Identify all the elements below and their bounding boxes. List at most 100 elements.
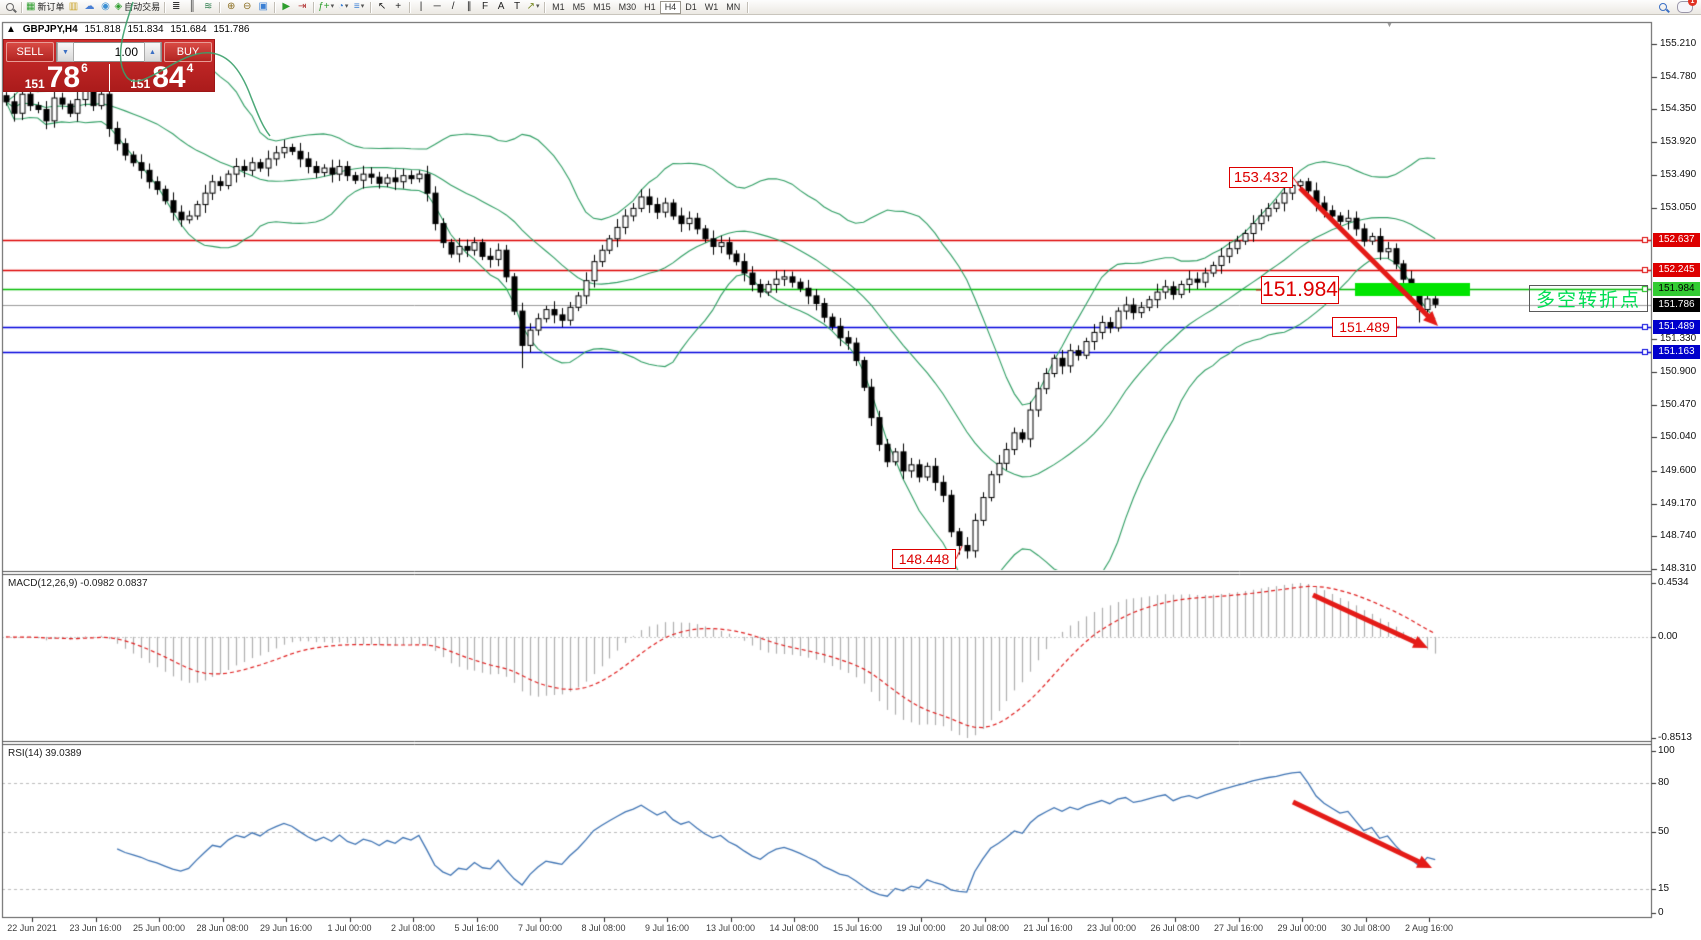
quote-open: 151.818	[84, 24, 121, 35]
timeframe-mn-button[interactable]: MN	[726, 2, 741, 12]
arrows-tool-icon[interactable]: ↗ ▾	[525, 1, 541, 14]
chart-shift-glyph: ⇥	[297, 1, 307, 12]
tile-windows-glyph: ▣	[258, 1, 268, 12]
toolbar-separator	[544, 1, 546, 13]
toolbar-separator	[21, 1, 22, 13]
arrows-tool-glyph: ↗	[526, 1, 536, 12]
periods-dropdown-icon[interactable]: ▾	[344, 3, 349, 10]
periods-icon[interactable]: ◔ ▾	[335, 1, 351, 14]
auto-scroll-glyph: ▶	[282, 1, 291, 12]
volume-stepper: ▼ ▲	[56, 42, 162, 62]
equidistant-channel-glyph: ∥	[466, 1, 472, 12]
toolbar-separator	[219, 1, 221, 13]
quote-high: 151.834	[127, 24, 164, 35]
horizontal-line-icon[interactable]: ─	[429, 1, 445, 14]
indicators-icon[interactable]: ƒ+ ▾	[317, 1, 335, 14]
search-icon[interactable]	[1659, 3, 1667, 11]
cursor-glyph: ↖	[377, 1, 387, 12]
find-icon[interactable]	[2, 1, 18, 14]
zoom-in-icon[interactable]: ⊕	[223, 1, 239, 14]
horizontal-line-glyph: ─	[433, 1, 441, 12]
toolbar-separator	[313, 1, 315, 13]
new-order-glyph: ▦	[26, 1, 36, 12]
price-divider	[108, 64, 110, 91]
equidistant-channel-icon[interactable]: ∥	[461, 1, 477, 14]
autotrading-glyph: ◈	[114, 1, 123, 12]
toolbar-separator	[370, 1, 372, 13]
text-glyph: A	[497, 1, 505, 12]
timeframe-m5-button[interactable]: M5	[572, 2, 586, 12]
sell-price[interactable]: 151 78 6	[24, 61, 88, 94]
trendline-icon[interactable]: /	[445, 1, 461, 14]
history-center-glyph: ▥	[68, 1, 79, 12]
chat-icon[interactable]: 1	[1677, 0, 1697, 13]
history-center-icon[interactable]: ▥	[65, 1, 81, 14]
chat-badge: 1	[1688, 0, 1697, 6]
candlestick-mode-glyph: ║	[188, 1, 196, 12]
text-label-icon[interactable]: T	[509, 1, 525, 14]
auto-scroll-icon[interactable]: ▶	[278, 1, 294, 14]
indicators-glyph: ƒ+	[318, 1, 330, 12]
zoom-in-glyph: ⊕	[226, 1, 236, 12]
main-toolbar: ▦ 新订单 ▥ ☁ ◉ ◈ 自动交易 ≣ ║ ≋ ⊕ ⊖ ▣ ▶ ⇥ ƒ+ ▾ ◔ ▾ ≡ ▾ ↖ + | ─ / ∥ F A T ↗ ▾ M1…	[0, 0, 1701, 15]
templates-glyph: ≡	[353, 1, 360, 12]
toolbar-separator	[747, 1, 749, 13]
cursor-icon[interactable]: ↖	[374, 1, 390, 14]
vertical-line-glyph: |	[419, 1, 423, 12]
new-order-label: 新订单	[37, 2, 65, 12]
quote-close: 151.786	[213, 24, 250, 35]
chart-title: ▲ GBPJPY,H4 151.818 151.834 151.684 151.…	[6, 24, 253, 35]
cloud-icon[interactable]: ☁	[81, 1, 97, 14]
tile-windows-icon[interactable]: ▣	[255, 1, 271, 14]
line-chart-mode-glyph: ≋	[203, 1, 213, 12]
fibonacci-glyph: F	[482, 1, 489, 12]
new-order-button[interactable]: ▦ 新订单	[25, 1, 65, 14]
trendline-glyph: /	[451, 1, 455, 12]
fibonacci-icon[interactable]: F	[477, 1, 493, 14]
timeframe-m15-button[interactable]: M15	[593, 2, 611, 12]
timeframe-d1-button[interactable]: D1	[685, 2, 697, 12]
line-chart-mode-icon[interactable]: ≋	[200, 1, 216, 14]
volume-increase-button[interactable]: ▲	[144, 42, 161, 62]
bar-chart-mode-icon[interactable]: ≣	[168, 1, 184, 14]
symbol-period: GBPJPY,H4	[22, 24, 78, 35]
text-icon[interactable]: A	[493, 1, 509, 14]
volume-decrease-button[interactable]: ▼	[57, 42, 74, 62]
periods-glyph: ◔	[337, 1, 344, 12]
vertical-line-icon[interactable]: |	[413, 1, 429, 14]
window-marker-icon[interactable]: ▼	[1386, 22, 1393, 29]
toolbar-separator	[274, 1, 276, 13]
zoom-out-icon[interactable]: ⊖	[239, 1, 255, 14]
zoom-out-glyph: ⊖	[242, 1, 252, 12]
autotrading-label: 自动交易	[124, 2, 161, 12]
bar-chart-mode-glyph: ≣	[171, 1, 181, 12]
chart-canvas[interactable]	[0, 16, 1701, 940]
sell-button[interactable]: SELL	[6, 42, 54, 62]
candlestick-mode-icon[interactable]: ║	[184, 1, 200, 14]
quote-low: 151.684	[170, 24, 207, 35]
timeframe-m30-button[interactable]: M30	[618, 2, 637, 12]
timeframe-w1-button[interactable]: W1	[704, 2, 719, 12]
indicators-dropdown-icon[interactable]: ▾	[330, 3, 335, 10]
crosshair-icon[interactable]: +	[390, 1, 406, 14]
collapse-triangle-icon[interactable]: ▲	[6, 24, 16, 35]
templates-icon[interactable]: ≡ ▾	[351, 1, 367, 14]
timeframe-m1-button[interactable]: M1	[552, 2, 565, 12]
crosshair-glyph: +	[395, 1, 402, 12]
buy-price[interactable]: 151 84 4	[130, 61, 194, 94]
magnifier-icon	[6, 3, 14, 11]
toolbar-separator	[164, 1, 166, 13]
chart-shift-icon[interactable]: ⇥	[294, 1, 310, 14]
toolbar-separator	[409, 1, 411, 13]
signals-icon[interactable]: ◉	[97, 1, 113, 14]
cloud-glyph: ☁	[84, 1, 95, 12]
signals-glyph: ◉	[101, 1, 110, 12]
arrows-tool-dropdown-icon[interactable]: ▾	[536, 3, 540, 10]
timeframe-h1-button[interactable]: H1	[644, 2, 656, 12]
templates-dropdown-icon[interactable]: ▾	[360, 3, 365, 10]
timeframe-h4-button[interactable]: H4	[659, 0, 682, 14]
text-label-glyph: T	[514, 1, 521, 12]
autotrading-button[interactable]: ◈ 自动交易	[113, 1, 161, 14]
